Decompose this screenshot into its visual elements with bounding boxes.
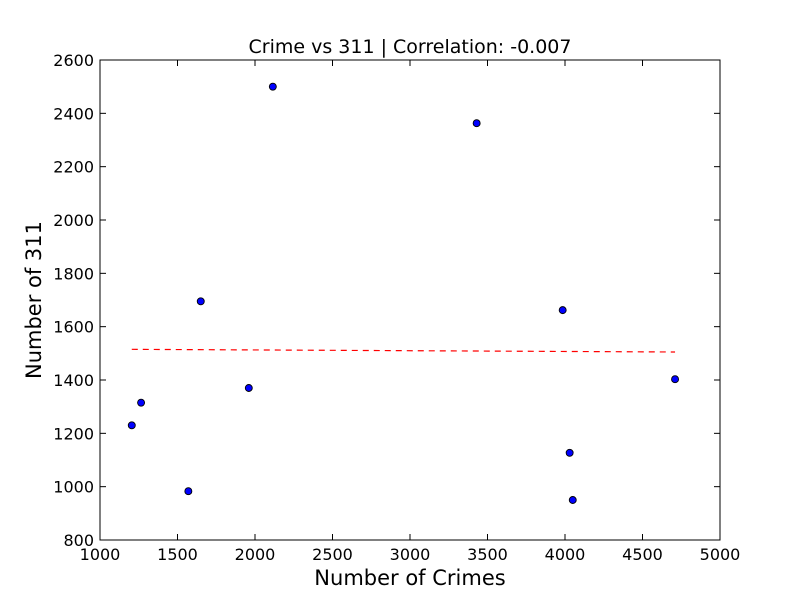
y-tick-label: 1800 bbox=[53, 264, 94, 283]
data-point bbox=[558, 306, 567, 315]
data-point bbox=[244, 384, 253, 392]
data-point bbox=[127, 421, 136, 430]
data-point bbox=[184, 487, 193, 496]
data-point bbox=[568, 496, 577, 504]
y-tick-label: 2200 bbox=[53, 158, 94, 177]
data-point bbox=[268, 82, 277, 91]
y-axis-label: Number of 311 bbox=[22, 221, 46, 379]
x-tick-label: 1500 bbox=[157, 545, 198, 564]
trendline-group bbox=[131, 348, 676, 353]
y-tick-label: 2600 bbox=[53, 51, 94, 70]
x-tick-label: 3500 bbox=[467, 545, 508, 564]
y-tick-label: 1200 bbox=[53, 424, 94, 443]
chart-title: Crime vs 311 | Correlation: -0.007 bbox=[249, 36, 572, 58]
data-point bbox=[472, 119, 481, 128]
x-tick-label: 2000 bbox=[235, 545, 276, 564]
data-point bbox=[671, 375, 679, 384]
x-tick-label: 5000 bbox=[700, 545, 741, 564]
data-point bbox=[137, 398, 146, 407]
data-points bbox=[127, 82, 679, 504]
x-axis-label: Number of Crimes bbox=[314, 566, 505, 590]
y-tick-label: 1000 bbox=[53, 478, 94, 497]
axis-ticks: 1000 1500 2000 2500 3000 3500 4000 4500 50008001… bbox=[53, 51, 740, 564]
y-tick-label: 2400 bbox=[53, 104, 94, 123]
x-tick-label: 4500 bbox=[622, 545, 663, 564]
y-tick-label: 1600 bbox=[53, 318, 94, 337]
y-tick-label: 2000 bbox=[53, 211, 94, 230]
x-tick-label: 2500 bbox=[312, 545, 353, 564]
y-tick-label: 1400 bbox=[53, 371, 94, 390]
x-tick-label: 4000 bbox=[545, 545, 586, 564]
x-tick-label: 3000 bbox=[390, 545, 431, 564]
data-point bbox=[196, 297, 205, 306]
x-tick-label: 1000 bbox=[80, 545, 121, 564]
data-point bbox=[565, 448, 574, 457]
y-tick-label: 800 bbox=[63, 531, 94, 550]
trendline bbox=[131, 348, 676, 353]
